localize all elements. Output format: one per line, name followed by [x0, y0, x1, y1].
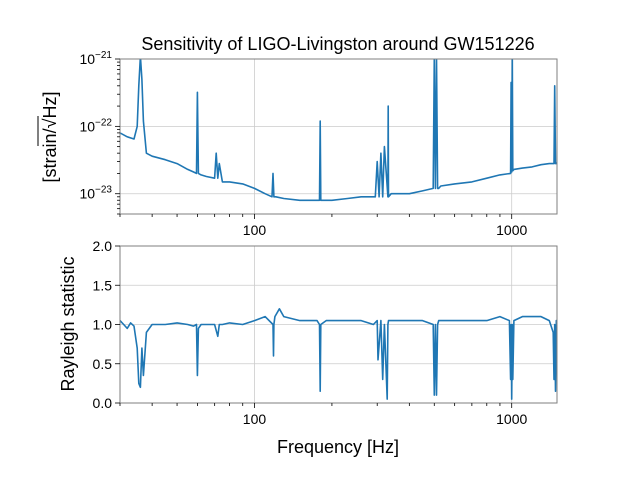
- x-tick-label: 100: [243, 411, 267, 427]
- top-axes-frame: [119, 58, 558, 215]
- y-tick-label: 0.5: [93, 356, 113, 372]
- bottom-y-axis-label: Rayleigh statistic: [58, 256, 78, 391]
- bottom-ticks: 100 1000 0.0 0.5 1.0 1.5 2.0: [93, 238, 528, 427]
- series-line: [120, 59, 557, 202]
- y-tick-label: 2.0: [93, 238, 113, 254]
- series-line: [120, 307, 557, 400]
- y-tick-label: 10−21: [79, 50, 112, 67]
- svg-text:[strain/√Hz]: [strain/√Hz]: [40, 92, 60, 183]
- y-tick-label: 1.5: [93, 277, 113, 293]
- x-tick-label: 1000: [496, 222, 527, 238]
- x-tick-label: 100: [243, 222, 267, 238]
- top-y-axis-label: [strain/√Hz]: [37, 92, 60, 183]
- sensitivity-panel: Sensitivity of LIGO-Livingston around GW…: [37, 34, 558, 238]
- top-ticks: 100 1000 10−23 10−22 10−21: [79, 50, 527, 238]
- top-trace: [120, 59, 557, 202]
- x-axis-label: Frequency [Hz]: [277, 437, 399, 457]
- y-tick-label: 0.0: [93, 395, 113, 411]
- y-tick-label: 1.0: [93, 317, 113, 333]
- top-grid: [120, 59, 557, 214]
- bottom-trace: [120, 307, 557, 400]
- rayleigh-panel: 100 1000 0.0 0.5 1.0 1.5 2.0 Rayleigh statisti…: [58, 238, 558, 457]
- y-tick-label: 10−23: [79, 185, 112, 202]
- y-tick-label: 10−22: [79, 117, 112, 134]
- chart-title: Sensitivity of LIGO-Livingston around GW…: [141, 34, 534, 54]
- x-tick-label: 1000: [496, 411, 527, 427]
